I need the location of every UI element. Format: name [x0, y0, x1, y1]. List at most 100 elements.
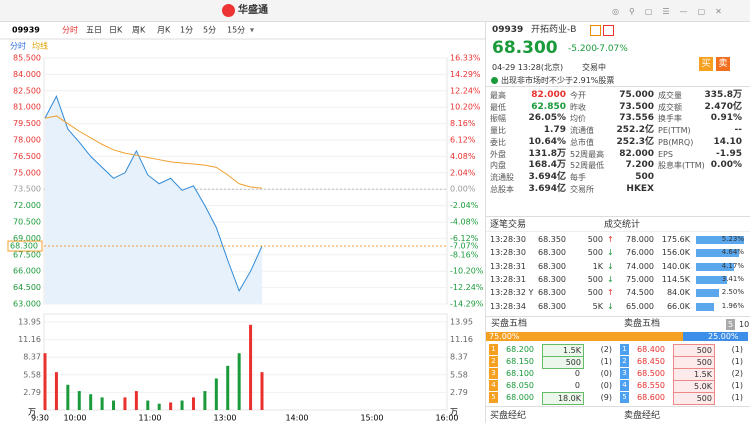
bid-ratio-bar [486, 332, 683, 341]
deal-bar [696, 302, 714, 311]
book-volume: 0 [574, 369, 580, 378]
time-label: 11:00 [138, 414, 161, 423]
volume-bar [146, 400, 150, 410]
trade-price: 68.300 [538, 274, 566, 284]
deal-pct: 4.17% [721, 261, 744, 270]
deal-volume: 140.0K [661, 261, 690, 271]
trade-volume: 1K [592, 261, 603, 271]
pct-tick-label: 8.16% [450, 119, 476, 128]
level-no: 4 [489, 380, 498, 391]
stat-value: 1.79 [543, 125, 566, 136]
volume-bar [191, 397, 195, 410]
stat-label: 均价 [570, 114, 586, 124]
stat-label: 昨收 [570, 102, 586, 112]
indicator-tab: 均线 [32, 41, 48, 51]
deal-bar [696, 249, 739, 258]
ask-ratio-bar [682, 332, 748, 341]
pct-tick-label: 0.00% [450, 185, 476, 194]
stat-label: 总股本 [490, 184, 514, 194]
level-no: 3 [620, 368, 629, 379]
price-tick-label: 67.500 [13, 250, 41, 259]
volume-bar [43, 353, 47, 410]
volume-bar [180, 400, 184, 410]
deal-pct: 3.41% [721, 274, 744, 283]
stat-value: 335.8万 [704, 90, 742, 100]
stat-value: 500 [635, 171, 654, 182]
stat-value: 3.694亿 [528, 183, 566, 194]
level-no: 4 [620, 380, 629, 391]
buy-button[interactable]: 买 [699, 57, 713, 71]
price-tick-label: 63.000 [13, 300, 41, 309]
deal-price: 76.000 [626, 248, 654, 258]
trade-arrow: ↓ [607, 261, 614, 271]
stat-value: -- [734, 125, 742, 136]
book-price: 68.400 [637, 345, 665, 354]
trade-volume: 5K [592, 301, 603, 311]
intraday-chart: 09939 分时 五日 日K 周K 月K 1分 5分 15分 ▾分时 均线85.50084.0008… [0, 25, 485, 423]
window-controls[interactable]: ◎⚲▢☰—▢✕ [612, 7, 732, 16]
level-no: 2 [620, 356, 629, 367]
volume-unit: 万 [28, 408, 36, 417]
stat-label: 量比 [490, 126, 506, 136]
chart-tab: 15分 [227, 26, 245, 35]
volume-tick-label: 5.58 [23, 370, 41, 379]
chart-tab: 周K [132, 26, 146, 35]
level-toggle[interactable]: 5 [726, 319, 736, 330]
book-price: 68.050 [506, 381, 534, 390]
price-tick-label: 78.000 [13, 136, 41, 145]
book-count: (0) [600, 381, 612, 390]
pct-tick-label: 4.08% [450, 152, 476, 161]
pct-tick-label: 16.33% [450, 53, 481, 62]
trade-time: 13:28:30 [490, 235, 526, 244]
stat-label: 交易所 [570, 184, 594, 194]
price-tick-label: 64.500 [13, 283, 41, 292]
deal-bar [696, 262, 735, 271]
trade-price: 68.300 [538, 248, 566, 258]
sep [486, 406, 750, 407]
volume-bar [66, 384, 70, 410]
volume-tick-label-right: 13.95 [450, 318, 473, 327]
volume-bar [226, 365, 230, 410]
badge [603, 25, 614, 36]
stat-label: 外盘 [490, 149, 506, 159]
level-toggle[interactable]: 10 [737, 319, 750, 330]
book-count: (1) [731, 381, 743, 390]
stat-label: PB(MRQ) [658, 137, 694, 147]
volume-frame [43, 313, 448, 411]
price-tick-label: 76.500 [13, 152, 41, 161]
deal-price: 74.000 [626, 261, 654, 271]
pct-tick-label: -14.29% [450, 300, 484, 309]
chart-tab: 月K [157, 26, 171, 35]
trade-arrow: ↑ [607, 288, 614, 298]
stat-value: 0.91% [710, 113, 742, 124]
trade-price: 68.300 [538, 301, 566, 311]
stat-label: 股息率(TTM) [658, 161, 705, 171]
sell-button[interactable]: 卖 [716, 57, 730, 71]
stat-value: 252.2亿 [616, 125, 654, 136]
trade-arrow: ↑ [607, 235, 614, 244]
book-count: (2) [731, 369, 743, 378]
book-price: 68.500 [637, 369, 665, 378]
stat-label: 成交额 [658, 102, 682, 112]
deal-price: 74.500 [626, 288, 654, 298]
deal-bar [696, 236, 744, 244]
time-label: 16:00 [435, 414, 458, 423]
last-price: 68.300 [492, 38, 558, 58]
quote-name: 开拓药业-B [531, 25, 577, 35]
stat-label: 52周最高 [570, 149, 605, 159]
deal-volume: 66.0K [666, 301, 690, 311]
volume-bar [100, 397, 104, 410]
book-count: (1) [731, 393, 743, 402]
sep [486, 216, 750, 217]
stat-value: 2.470亿 [704, 101, 742, 112]
stat-label: 每手 [570, 172, 586, 182]
stat-label: PE(TTM) [658, 126, 691, 136]
notice: 出现非市场时不少于2.91%股票 [501, 76, 615, 85]
trade-arrow: ↓ [607, 248, 614, 258]
stat-value: -1.95 [716, 148, 742, 159]
book-price: 68.200 [506, 345, 534, 354]
stat-label: 成交量 [658, 91, 682, 100]
logo-icon [222, 4, 235, 17]
stat-label: 流通值 [570, 126, 594, 136]
volume-tick-label-right: 8.37 [450, 353, 468, 362]
